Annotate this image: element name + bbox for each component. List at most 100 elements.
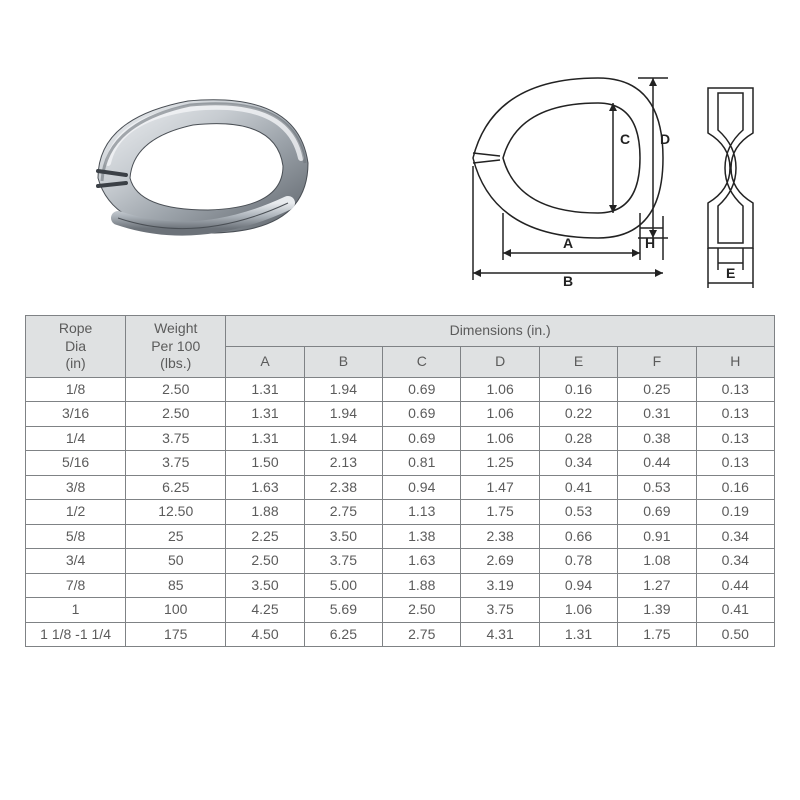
table-cell: 0.41 [539, 475, 617, 500]
table-cell: 1/4 [26, 426, 126, 451]
col-header-f: F [618, 346, 696, 377]
table-cell: 1.31 [539, 622, 617, 647]
table-cell: 5.69 [304, 598, 382, 623]
table-cell: 0.16 [696, 475, 774, 500]
header-weight-text: WeightPer 100(lbs.) [151, 320, 200, 371]
col-header-b: B [304, 346, 382, 377]
table-cell: 1.13 [383, 500, 461, 525]
table-cell: 25 [126, 524, 226, 549]
col-header-rope: RopeDia(in) [26, 316, 126, 378]
table-row: 1/43.751.311.940.691.060.280.380.13 [26, 426, 775, 451]
table-cell: 2.25 [226, 524, 304, 549]
table-cell: 2.38 [461, 524, 539, 549]
col-header-dimensions: Dimensions (in.) [226, 316, 775, 347]
diagram-label-a: A [563, 235, 573, 251]
table-cell: 2.38 [304, 475, 382, 500]
table-cell: 2.69 [461, 549, 539, 574]
diagram-label-c: C [620, 131, 630, 147]
col-header-c: C [383, 346, 461, 377]
table-cell: 3.75 [126, 426, 226, 451]
table-cell: 3.75 [126, 451, 226, 476]
table-cell: 1.75 [461, 500, 539, 525]
table-cell: 2.50 [126, 377, 226, 402]
table-cell: 0.81 [383, 451, 461, 476]
spec-table: RopeDia(in) WeightPer 100(lbs.) Dimensio… [25, 315, 775, 647]
table-cell: 4.50 [226, 622, 304, 647]
table-cell: 0.69 [383, 377, 461, 402]
table-cell: 0.13 [696, 377, 774, 402]
table-cell: 0.69 [383, 402, 461, 427]
diagram-label-h: H [645, 235, 655, 251]
table-row: 3/86.251.632.380.941.470.410.530.16 [26, 475, 775, 500]
table-cell: 0.78 [539, 549, 617, 574]
table-cell: 0.34 [696, 549, 774, 574]
table-cell: 0.50 [696, 622, 774, 647]
table-cell: 1.94 [304, 402, 382, 427]
diagram-label-e: E [726, 265, 735, 281]
table-cell: 1/2 [26, 500, 126, 525]
table-cell: 1.31 [226, 402, 304, 427]
table-cell: 0.16 [539, 377, 617, 402]
page-canvas: C D A H B [0, 0, 800, 800]
table-cell: 3.75 [304, 549, 382, 574]
table-cell: 1.06 [539, 598, 617, 623]
header-rope-text: RopeDia(in) [59, 320, 92, 371]
col-header-e: E [539, 346, 617, 377]
table-cell: 1.25 [461, 451, 539, 476]
table-cell: 1.88 [383, 573, 461, 598]
table-cell: 2.50 [126, 402, 226, 427]
spec-table-head: RopeDia(in) WeightPer 100(lbs.) Dimensio… [26, 316, 775, 378]
table-cell: 5/8 [26, 524, 126, 549]
table-cell: 3/16 [26, 402, 126, 427]
table-cell: 0.69 [383, 426, 461, 451]
illustration-row: C D A H B [28, 28, 772, 288]
table-cell: 4.31 [461, 622, 539, 647]
table-cell: 0.53 [539, 500, 617, 525]
table-row: 1/212.501.882.751.131.750.530.690.19 [26, 500, 775, 525]
table-cell: 1.06 [461, 377, 539, 402]
table-cell: 3.50 [304, 524, 382, 549]
table-cell: 0.34 [539, 451, 617, 476]
table-cell: 0.94 [539, 573, 617, 598]
table-row: 5/8252.253.501.382.380.660.910.34 [26, 524, 775, 549]
table-cell: 2.13 [304, 451, 382, 476]
table-cell: 5/16 [26, 451, 126, 476]
table-cell: 3/4 [26, 549, 126, 574]
table-cell: 0.13 [696, 426, 774, 451]
table-row: 1/82.501.311.940.691.060.160.250.13 [26, 377, 775, 402]
table-cell: 0.44 [618, 451, 696, 476]
table-cell: 1.06 [461, 402, 539, 427]
col-header-d: D [461, 346, 539, 377]
diagram-label-d: D [660, 131, 670, 147]
table-cell: 3.19 [461, 573, 539, 598]
col-header-weight: WeightPer 100(lbs.) [126, 316, 226, 378]
table-row: 3/162.501.311.940.691.060.220.310.13 [26, 402, 775, 427]
col-header-a: A [226, 346, 304, 377]
table-cell: 1.31 [226, 377, 304, 402]
table-cell: 1.50 [226, 451, 304, 476]
table-cell: 0.44 [696, 573, 774, 598]
table-cell: 7/8 [26, 573, 126, 598]
table-cell: 0.31 [618, 402, 696, 427]
thimble-photo [58, 63, 338, 263]
table-cell: 12.50 [126, 500, 226, 525]
table-cell: 0.53 [618, 475, 696, 500]
table-cell: 0.34 [696, 524, 774, 549]
table-cell: 1.31 [226, 426, 304, 451]
table-cell: 0.91 [618, 524, 696, 549]
table-cell: 0.13 [696, 402, 774, 427]
table-cell: 0.69 [618, 500, 696, 525]
table-cell: 1.06 [461, 426, 539, 451]
table-cell: 1.63 [226, 475, 304, 500]
table-row: 1 1/8 -1 1/41754.506.252.754.311.311.750… [26, 622, 775, 647]
thimble-diagram: C D A H B [448, 48, 788, 288]
table-cell: 3/8 [26, 475, 126, 500]
table-cell: 1.27 [618, 573, 696, 598]
table-cell: 1.94 [304, 426, 382, 451]
diagram-label-b: B [563, 273, 573, 288]
table-cell: 1.39 [618, 598, 696, 623]
table-cell: 1/8 [26, 377, 126, 402]
table-cell: 0.41 [696, 598, 774, 623]
spec-table-body: 1/82.501.311.940.691.060.160.250.133/162… [26, 377, 775, 647]
table-cell: 5.00 [304, 573, 382, 598]
